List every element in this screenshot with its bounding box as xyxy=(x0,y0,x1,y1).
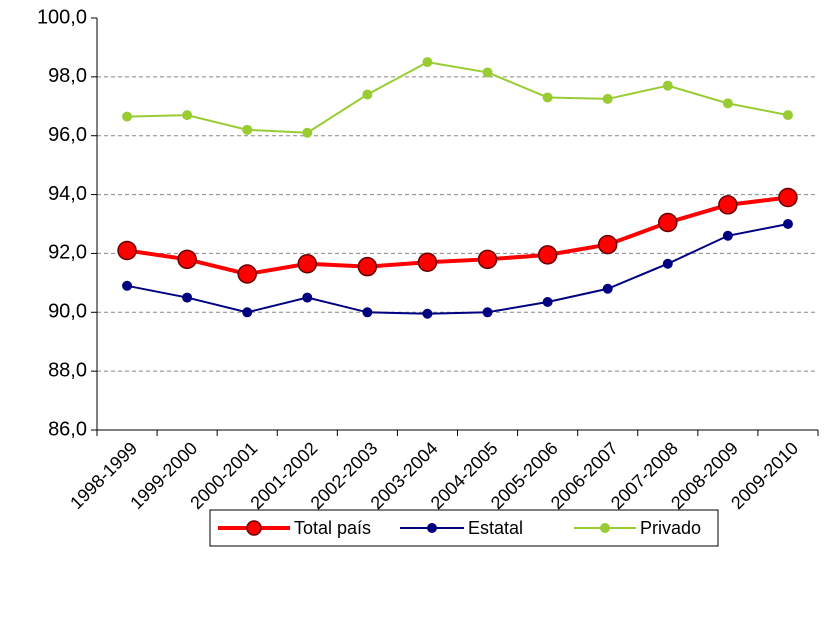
marker xyxy=(542,92,553,103)
marker xyxy=(182,292,193,303)
marker xyxy=(362,307,373,318)
marker xyxy=(542,296,553,307)
marker xyxy=(782,219,793,229)
y-tick-label: 98,0 xyxy=(48,65,87,87)
y-tick-label: 86,0 xyxy=(48,418,87,440)
y-tick-label: 92,0 xyxy=(48,242,87,264)
marker xyxy=(482,67,493,78)
marker xyxy=(778,187,798,208)
marker xyxy=(417,252,438,273)
marker xyxy=(117,240,137,261)
legend-label: Estatal xyxy=(468,518,523,538)
marker xyxy=(718,195,738,215)
y-tick-label: 94,0 xyxy=(48,183,87,205)
legend-label: Privado xyxy=(640,518,701,538)
y-tick-label: 100,0 xyxy=(37,6,87,28)
marker xyxy=(658,212,678,233)
marker xyxy=(362,89,373,100)
marker xyxy=(242,124,253,135)
marker xyxy=(122,111,133,122)
legend-label: Total país xyxy=(294,518,371,538)
y-tick-label: 88,0 xyxy=(48,359,87,381)
marker xyxy=(722,230,733,241)
marker xyxy=(297,253,318,274)
marker xyxy=(602,93,613,104)
marker xyxy=(482,307,493,318)
series-line xyxy=(126,223,789,315)
marker xyxy=(602,283,613,294)
y-tick-label: 90,0 xyxy=(48,301,87,323)
marker xyxy=(237,264,257,284)
marker xyxy=(662,258,673,269)
marker xyxy=(422,57,433,68)
marker xyxy=(597,234,618,255)
marker xyxy=(122,280,133,291)
marker xyxy=(537,245,558,265)
series-line xyxy=(126,195,789,277)
marker xyxy=(302,292,313,303)
marker xyxy=(662,80,673,91)
marker xyxy=(302,127,313,138)
marker xyxy=(357,256,378,277)
marker xyxy=(182,110,193,121)
marker xyxy=(242,307,253,318)
marker xyxy=(422,308,433,319)
legend-marker xyxy=(427,523,437,533)
marker xyxy=(477,249,498,270)
legend-marker xyxy=(600,523,610,533)
y-tick-label: 96,0 xyxy=(48,124,87,146)
marker xyxy=(782,110,793,121)
series-line xyxy=(127,61,789,134)
legend-marker xyxy=(246,520,262,536)
marker xyxy=(177,249,197,270)
marker xyxy=(722,98,733,109)
